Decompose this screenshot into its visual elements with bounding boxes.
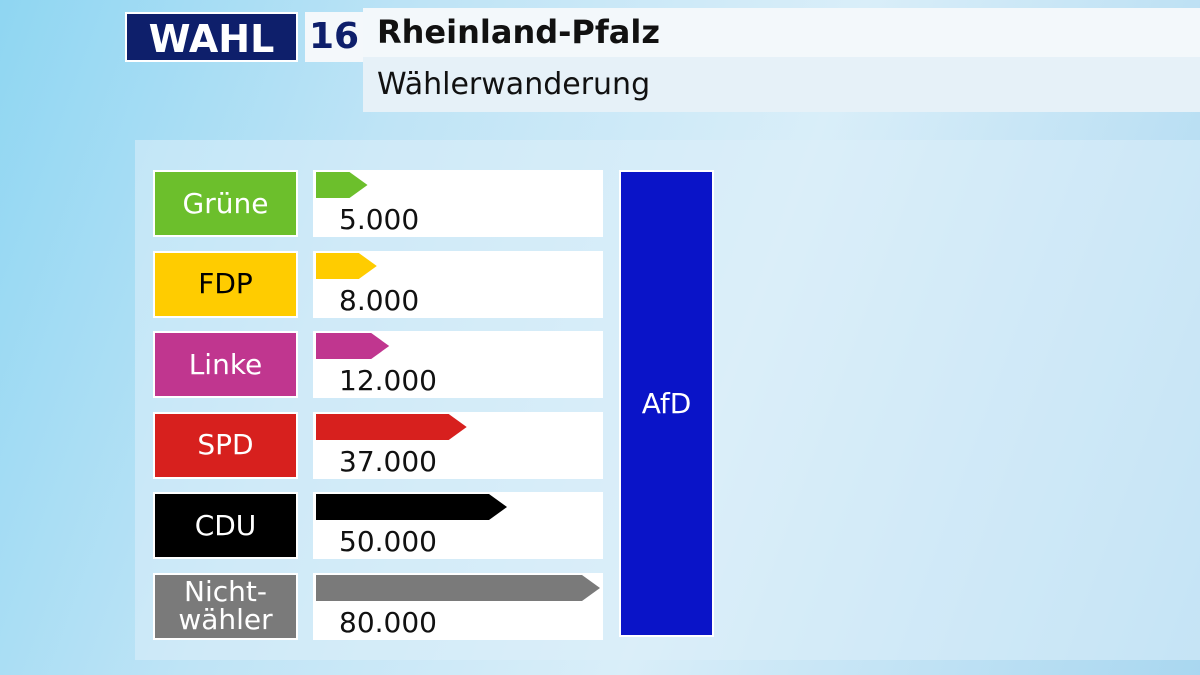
arrow xyxy=(316,574,600,601)
arrow xyxy=(316,172,368,198)
value-label: 5.000 xyxy=(339,203,420,236)
party-label: Grüne xyxy=(153,170,298,237)
arrow xyxy=(316,494,507,520)
arrow-area xyxy=(316,574,600,601)
value-box: 80.000 xyxy=(313,572,603,640)
logo: WAHL xyxy=(125,12,298,62)
arrow-area xyxy=(316,333,390,359)
subtitle: Wählerwanderung xyxy=(363,57,1200,112)
value-label: 80.000 xyxy=(339,605,437,639)
logo-number: 16 xyxy=(305,12,363,62)
value-box: 37.000 xyxy=(313,411,603,479)
value-box: 8.000 xyxy=(313,250,603,318)
value-label: 50.000 xyxy=(339,525,437,558)
arrow xyxy=(316,333,390,359)
party-label: FDP xyxy=(153,250,298,318)
arrow-area xyxy=(316,494,507,520)
value-label: 37.000 xyxy=(339,444,437,478)
target-box: AfD xyxy=(619,170,714,637)
value-label: 12.000 xyxy=(339,364,437,397)
party-label: Nicht- wähler xyxy=(153,572,298,640)
value-box: 50.000 xyxy=(313,492,603,559)
title: Rheinland-Pfalz xyxy=(363,8,1200,57)
party-label: Linke xyxy=(153,331,298,398)
arrow xyxy=(316,252,377,279)
value-label: 8.000 xyxy=(339,283,420,317)
party-label: SPD xyxy=(153,411,298,479)
arrow-area xyxy=(316,413,467,440)
value-box: 5.000 xyxy=(313,170,603,237)
arrow-area xyxy=(316,172,368,198)
arrow-area xyxy=(316,252,377,279)
value-box: 12.000 xyxy=(313,331,603,398)
arrow xyxy=(316,413,467,440)
party-label: CDU xyxy=(153,492,298,559)
